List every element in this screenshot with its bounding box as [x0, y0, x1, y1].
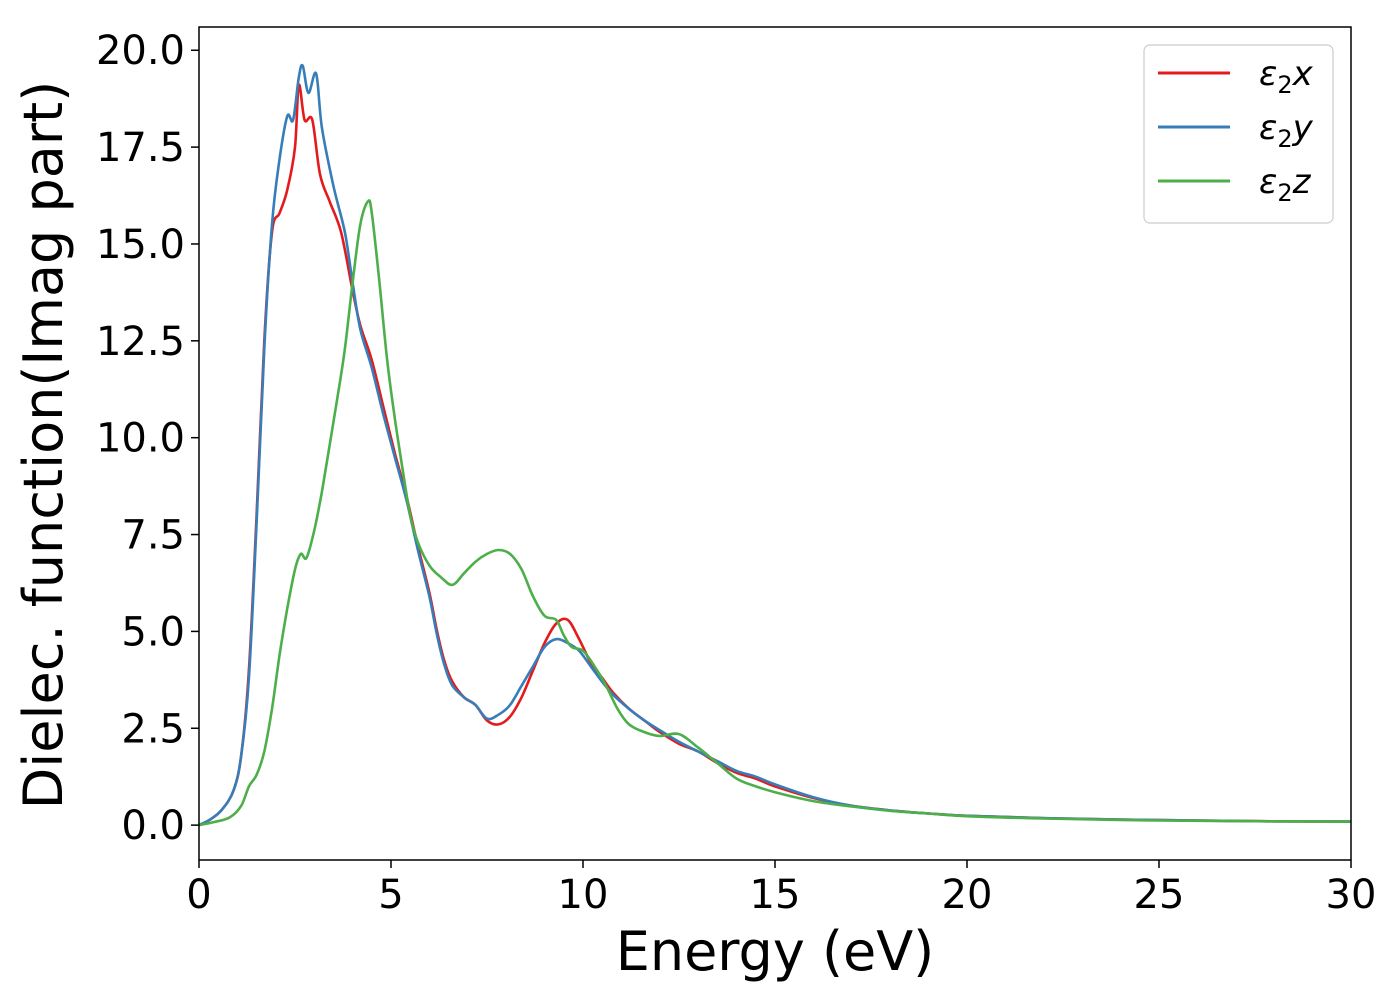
x-tick-label: 0: [186, 872, 211, 918]
legend-box: [1143, 44, 1334, 224]
axes-frame: [198, 26, 1352, 861]
y-tick-label: 20.0: [96, 28, 185, 74]
x-tick-label: 15: [750, 872, 801, 918]
x-tick-label: 20: [942, 872, 993, 918]
y-tick-label: 5.0: [121, 609, 185, 655]
y-tick-label: 7.5: [121, 513, 185, 559]
y-axis: 0.0 2.5 5.0 7.5 10.0 12.5 15.0 17.5 20.0: [96, 28, 199, 849]
y-axis-title: Dielec. function(Imag part): [12, 81, 75, 810]
legend: ε2x ε2y ε2z: [1143, 44, 1334, 224]
legend-label-y: ε2y: [1259, 108, 1314, 153]
x-tick-label: 10: [558, 872, 609, 918]
x-tick-label: 30: [1326, 872, 1377, 918]
series-lines: [198, 63, 1352, 827]
y-tick-label: 2.5: [121, 706, 185, 752]
x-tick-label: 5: [378, 872, 403, 918]
y-tick-label: 12.5: [96, 319, 185, 365]
legend-label-z: ε2z: [1259, 162, 1312, 207]
y-tick-label: 0.0: [121, 803, 185, 849]
y-tick-label: 10.0: [96, 416, 185, 462]
x-tick-label: 25: [1134, 872, 1185, 918]
y-tick-label: 17.5: [96, 125, 185, 171]
series-line-z: [198, 199, 1352, 827]
series-line-y: [198, 63, 1352, 827]
x-axis: 0 5 10 15 20 25 30: [186, 860, 1376, 918]
legend-label-x: ε2x: [1259, 54, 1314, 99]
x-axis-title: Energy (eV): [616, 920, 935, 983]
y-tick-label: 15.0: [96, 222, 185, 268]
